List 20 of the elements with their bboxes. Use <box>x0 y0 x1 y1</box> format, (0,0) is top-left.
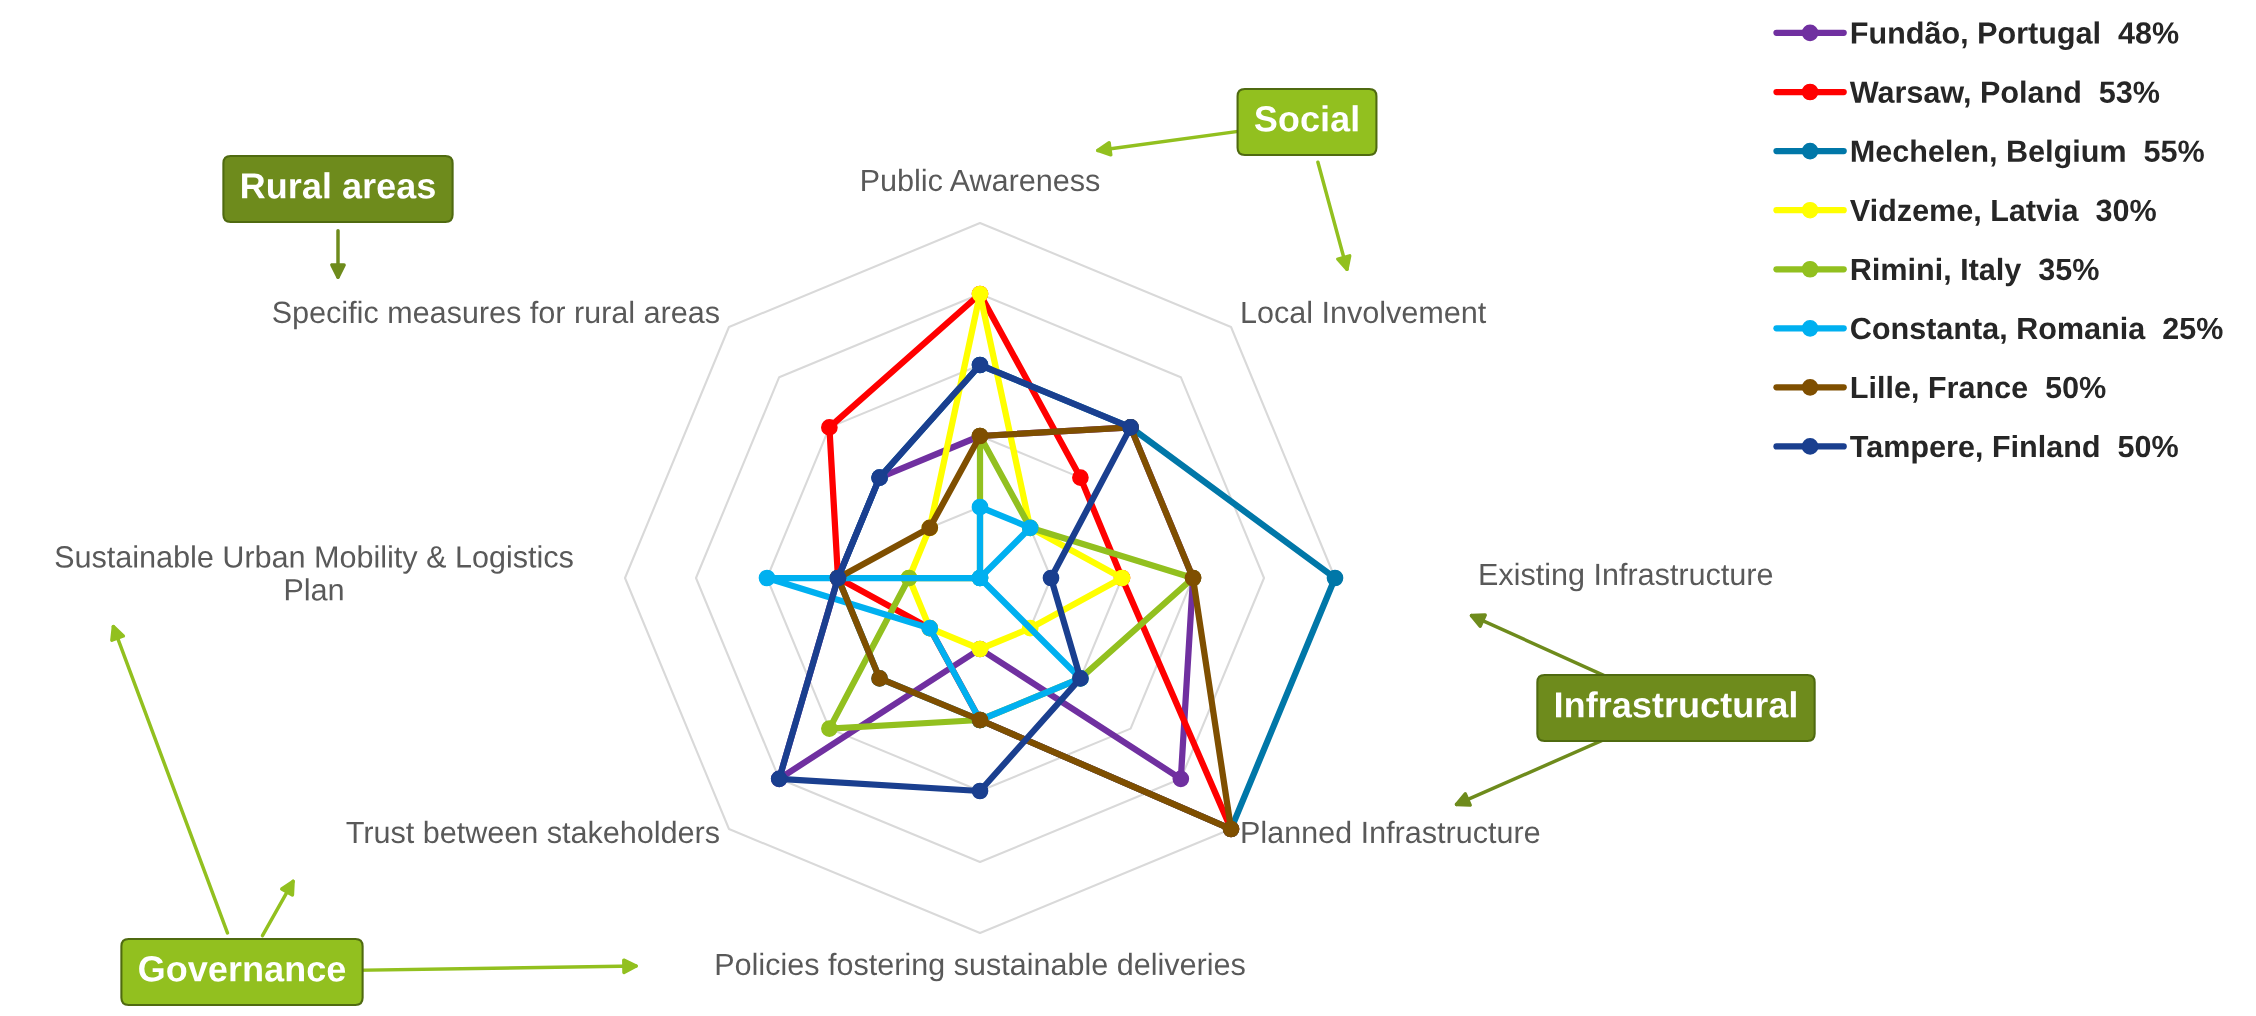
text: Governance <box>139 956 346 982</box>
legend-label: Lille, France 50% <box>1851 375 2106 403</box>
legend-label: Mechelen, Belgium 55% <box>1851 139 2204 169</box>
legend-label: Tampere, Finland 50% <box>1850 434 2178 464</box>
text: Social <box>1254 105 1358 132</box>
spoke-label: Sustainable Urban Mobility & Logistics Plan <box>55 545 573 601</box>
text: Rural areas <box>242 172 435 199</box>
spoke-label: Policies fostering sustainable deliveries <box>716 952 1245 982</box>
legend-label: Fundão, Portugal 48% <box>1851 21 2179 51</box>
legend-label: Rimini, Italy 35% <box>1851 257 2099 287</box>
spoke-label: Local Involvement <box>1242 300 1487 324</box>
spoke-label: Existing Infrastructure <box>1480 562 1773 592</box>
spoke-label: Planned Infrastructure <box>1242 820 1540 844</box>
text: Infrastructural <box>1556 691 1796 718</box>
spoke-label: Specific measures for rural areas <box>273 300 719 330</box>
legend-label: Constanta, Romania 25% <box>1851 316 2223 344</box>
legend-label: Warsaw, Poland 53% <box>1849 80 2160 108</box>
legend-label: Vidzeme, Latvia 30% <box>1850 198 2156 226</box>
spoke-label: Public Awareness <box>862 168 1100 192</box>
spoke-label: Trust between stakeholders <box>346 820 719 844</box>
